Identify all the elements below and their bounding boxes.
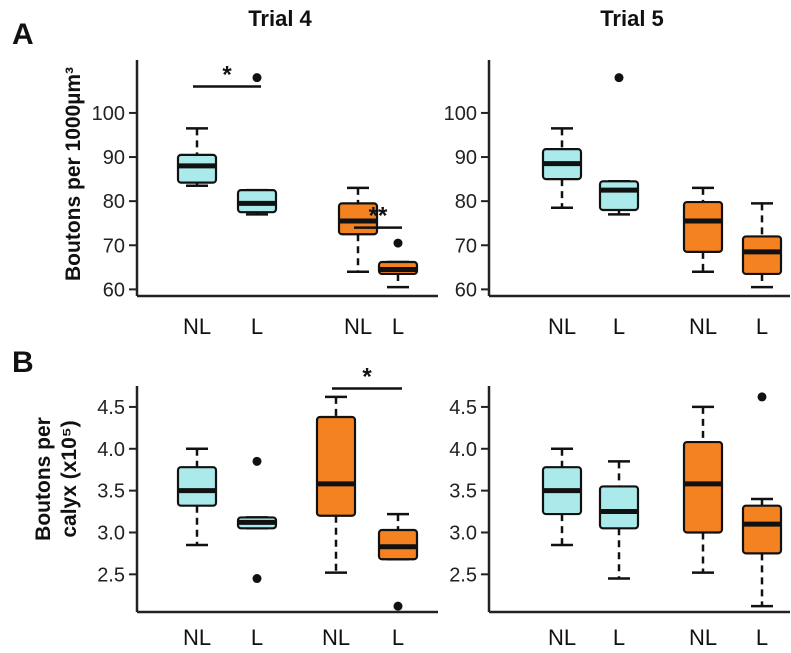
x-category-label: NL	[183, 625, 211, 650]
iqr-box	[176, 153, 218, 184]
x-category-label: NL	[548, 314, 576, 339]
x-category-label: L	[251, 314, 263, 339]
y-tick-label: 90	[455, 147, 477, 169]
x-category-label: L	[251, 625, 263, 650]
box-L-cyan	[236, 456, 278, 584]
y-tick-label: 80	[103, 191, 125, 213]
y-tick-label: 3.0	[97, 522, 125, 544]
y-axis-label-a: Boutons per 1000µm³	[62, 67, 85, 281]
x-category-label: L	[613, 314, 625, 339]
x-category-label: NL	[322, 625, 350, 650]
iqr-box	[741, 504, 783, 555]
trial-5-title: Trial 5	[600, 6, 664, 31]
y-tick-label: 100	[444, 103, 477, 125]
y-tick-label: 100	[92, 103, 125, 125]
trial-4-title: Trial 4	[248, 6, 312, 31]
box-L-orange	[377, 512, 419, 611]
iqr-box	[598, 485, 640, 530]
x-category-label: NL	[344, 314, 372, 339]
y-tick-label: 4.5	[449, 397, 477, 419]
iqr-box	[315, 415, 357, 517]
y-tick-label: 2.5	[97, 564, 125, 586]
y-tick-label: 3.0	[449, 522, 477, 544]
chart-trial-5-per-calyx: 2.5 3.0 3.5 4.0 4.5 NL L NL L	[449, 386, 790, 650]
y-tick-label: 4.5	[97, 397, 125, 419]
iqr-box	[682, 200, 724, 253]
panel-letter-a: A	[12, 18, 34, 51]
box-NL-cyan	[541, 447, 583, 547]
y-tick-label: 4.0	[97, 439, 125, 461]
box-L-orange	[741, 202, 783, 289]
y-axis-label-b-line1: Boutons per	[32, 417, 55, 541]
outlier-point	[393, 238, 403, 248]
x-category-label: L	[756, 314, 768, 339]
y-tick-label: 60	[455, 279, 477, 301]
iqr-box	[682, 440, 724, 534]
y-tick-label: 70	[455, 235, 477, 257]
box-NL-orange	[315, 395, 357, 574]
y-tick-label: 80	[455, 191, 477, 213]
iqr-box	[741, 235, 783, 276]
significance-label: *	[362, 364, 372, 391]
box-L-cyan	[236, 73, 278, 216]
box-NL-cyan	[176, 127, 218, 187]
y-tick-label: 2.5	[449, 564, 477, 586]
outlier-point	[252, 456, 262, 466]
box-NL-cyan	[176, 447, 218, 547]
significance-label: **	[369, 203, 388, 230]
box-NL-cyan	[541, 127, 583, 210]
outlier-point	[252, 574, 262, 584]
outlier-point	[614, 73, 624, 83]
y-axis-label-b-line2: calyx (x10⁵)	[58, 420, 81, 537]
x-category-label: NL	[183, 314, 211, 339]
outlier-point	[757, 392, 767, 402]
y-tick-label: 3.5	[449, 481, 477, 503]
iqr-box	[598, 180, 640, 212]
box-NL-orange	[682, 186, 724, 273]
y-tick-label: 4.0	[449, 439, 477, 461]
y-tick-label: 90	[103, 147, 125, 169]
x-category-label: L	[392, 625, 404, 650]
iqr-box	[176, 466, 218, 507]
x-category-label: NL	[548, 625, 576, 650]
box-L-orange	[377, 238, 419, 289]
outlier-point	[393, 601, 403, 611]
box-NL-orange	[682, 405, 724, 574]
x-category-label: L	[392, 314, 404, 339]
chart-trial-5-density: 60 70 80 90 100 NL L NL L	[444, 60, 790, 339]
box-L-orange	[741, 392, 783, 608]
x-category-label: NL	[689, 314, 717, 339]
box-NL-orange	[337, 186, 379, 273]
x-category-label: L	[756, 625, 768, 650]
box-L-cyan	[598, 73, 640, 216]
y-tick-label: 60	[103, 279, 125, 301]
y-tick-label: 70	[103, 235, 125, 257]
outlier-point	[252, 73, 262, 83]
significance-label: *	[222, 61, 232, 88]
panel-letter-b: B	[12, 346, 34, 379]
y-tick-label: 3.5	[97, 481, 125, 503]
box-L-cyan	[598, 460, 640, 580]
x-category-label: L	[613, 625, 625, 650]
x-category-label: NL	[689, 625, 717, 650]
chart-trial-4-per-calyx: 2.5 3.0 3.5 4.0 4.5 NL L NL L *	[97, 364, 438, 650]
